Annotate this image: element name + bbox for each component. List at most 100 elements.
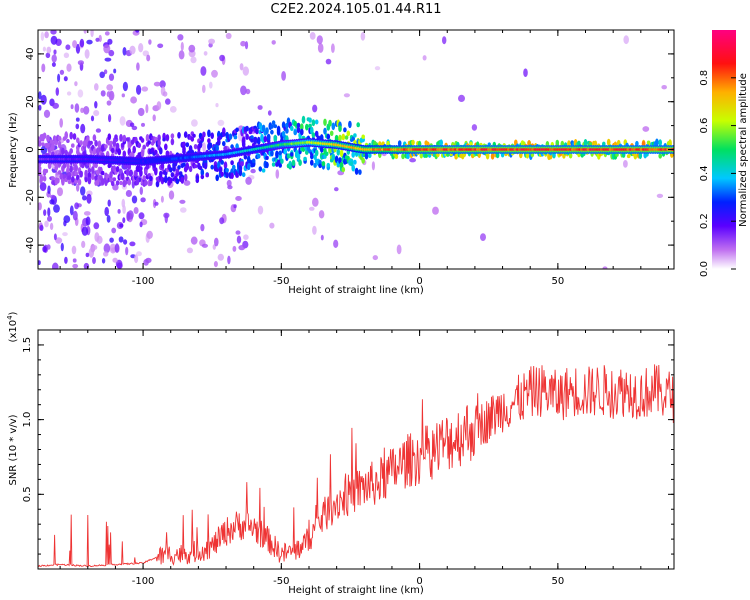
heatmap-noise-cell — [38, 260, 41, 265]
heatmap-spread-cell — [243, 154, 248, 160]
heatmap-spread-cell — [183, 131, 188, 139]
heatmap-spread-cell — [207, 138, 211, 144]
heatmap-spread-cell — [110, 147, 115, 154]
heatmap-noise-cell — [275, 169, 280, 179]
heatmap-spread-cell — [42, 132, 47, 139]
heatmap-noise-cell — [39, 182, 47, 192]
heatmap-spread-cell — [110, 180, 115, 187]
heatmap-noise-cell — [200, 66, 207, 76]
heatmap-spread-cell — [314, 119, 319, 125]
heatmap-spread-cell — [490, 153, 495, 160]
heatmap-noise-cell — [46, 244, 51, 250]
heatmap-spread-cell — [115, 166, 120, 173]
heatmap-noise-cell — [656, 193, 664, 198]
heatmap-noise-cell — [88, 247, 95, 258]
heatmap-noise-cell — [47, 185, 51, 194]
heatmap-noise-cell — [316, 35, 323, 45]
heatmap-spread-cell — [87, 176, 92, 185]
heatmap-x-tick-label: -50 — [273, 276, 289, 287]
heatmap-noise-cell — [159, 80, 166, 89]
heatmap-noise-cell — [146, 230, 153, 239]
heatmap-spread-cell — [271, 120, 276, 126]
heatmap-spread-cell — [57, 140, 62, 149]
heatmap-spread-cell — [142, 175, 146, 181]
heatmap-noise-cell — [219, 217, 225, 225]
heatmap-noise-cell — [480, 233, 486, 242]
heatmap-noise-cell — [131, 195, 138, 204]
heatmap-spread-cell — [245, 125, 249, 132]
heatmap-spread-cell — [175, 178, 180, 185]
heatmap-spread-cell — [66, 163, 70, 169]
heatmap-spread-cell — [210, 164, 214, 170]
heatmap-spread-cell — [112, 139, 117, 147]
heatmap-noise-cell — [180, 41, 184, 51]
heatmap-noise-cell — [267, 110, 272, 116]
heatmap-spread-cell — [178, 171, 183, 176]
heatmap-noise-cell — [64, 256, 68, 264]
heatmap-spread-cell — [94, 140, 98, 147]
heatmap-x-axis-label: Height of straight line (km) — [288, 285, 424, 296]
heatmap-spread-cell — [127, 164, 132, 170]
heatmap-noise-cell — [85, 216, 91, 226]
heatmap-spread-cell — [261, 168, 266, 173]
heatmap-spread-cell — [256, 139, 261, 145]
heatmap-noise-cell — [320, 234, 324, 241]
heatmap-noise-cell — [63, 76, 68, 82]
heatmap-spread-cell — [265, 161, 269, 169]
heatmap-spread-cell — [185, 162, 190, 171]
heatmap-spread-cell — [296, 152, 301, 161]
heatmap-noise-cell — [104, 31, 110, 36]
heatmap-noise-cell — [157, 43, 164, 49]
heatmap-noise-cell — [49, 199, 55, 205]
heatmap-spread-cell — [353, 133, 357, 138]
heatmap-noise-cell — [90, 115, 95, 122]
heatmap-x-tick-label: 0 — [416, 276, 422, 287]
heatmap-spread-cell — [175, 168, 180, 173]
heatmap-spread-cell — [314, 130, 319, 138]
heatmap-spread-cell — [200, 168, 205, 177]
heatmap-spread-cell — [193, 144, 198, 150]
heatmap-noise-cell — [82, 195, 87, 201]
heatmap-noise-cell — [136, 84, 142, 95]
heatmap-noise-cell — [162, 91, 168, 97]
heatmap-noise-cell — [191, 119, 198, 127]
heatmap-noise-cell — [57, 187, 63, 197]
heatmap-spread-cell — [94, 162, 98, 169]
heatmap-spread-cell — [182, 162, 186, 167]
heatmap-spread-cell — [318, 163, 322, 169]
colorbar-tick-label: 0.8 — [699, 70, 710, 86]
heatmap-spread-cell — [142, 144, 146, 150]
heatmap-noise-cell — [236, 235, 242, 244]
heatmap-noise-cell — [422, 55, 427, 61]
heatmap-spread-cell — [280, 158, 284, 164]
heatmap-spread-cell — [336, 148, 341, 156]
heatmap-spread-cell — [114, 134, 118, 140]
heatmap-spread-cell — [250, 138, 254, 143]
heatmap-noise-cell — [217, 119, 225, 126]
heatmap-noise-cell — [122, 47, 127, 56]
heatmap-spread-cell — [154, 167, 158, 176]
heatmap-noise-cell — [190, 236, 198, 245]
heatmap-noise-cell — [104, 57, 112, 62]
heatmap-noise-cell — [257, 105, 263, 110]
heatmap-spread-cell — [230, 160, 234, 166]
chart-title: C2E2.2024.105.01.44.R11 — [270, 2, 442, 17]
heatmap-spread-cell — [270, 124, 274, 129]
heatmap-noise-cell — [80, 107, 84, 114]
heatmap-noise-cell — [83, 106, 90, 115]
heatmap-noise-cell — [458, 94, 465, 102]
heatmap-x-ticks: -100 -50 0 50 — [59, 30, 669, 287]
heatmap-spread-cell — [275, 150, 279, 159]
heatmap-noise-cell — [139, 221, 143, 228]
heatmap-spread-cell — [144, 179, 148, 186]
heatmap-spread-cell — [61, 177, 65, 186]
heatmap-spread-cell — [266, 133, 271, 141]
heatmap-spread-cell — [91, 174, 95, 180]
heatmap-spread-cell — [220, 171, 224, 177]
heatmap-noise-cell — [52, 262, 59, 269]
heatmap-noise-cell — [55, 237, 63, 244]
heatmap-spread-cell — [298, 159, 302, 166]
heatmap-spread-cell — [245, 133, 249, 140]
heatmap-spread-cell — [296, 122, 301, 128]
